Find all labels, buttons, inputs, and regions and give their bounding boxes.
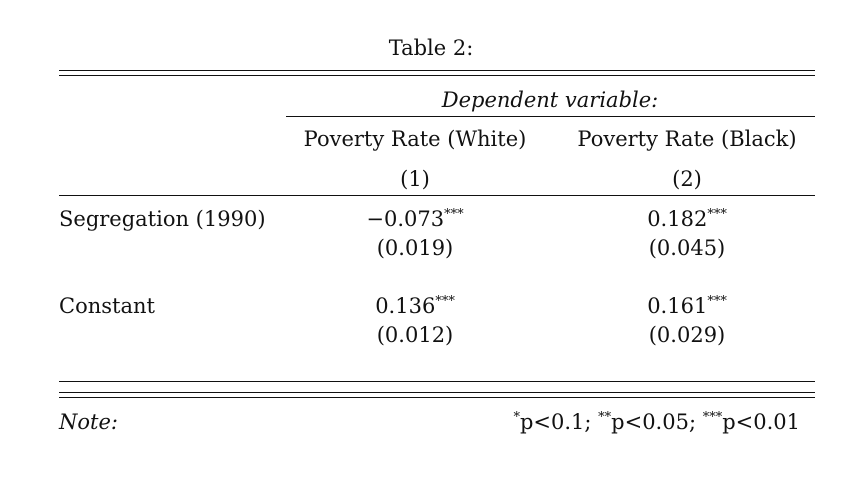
significance-stars: *** bbox=[707, 294, 727, 309]
column-title-1: Poverty Rate (White) bbox=[303, 127, 527, 151]
dependent-variable-label: Dependent variable: bbox=[441, 88, 659, 112]
note-label: Note: bbox=[59, 410, 118, 434]
header-cmidrule bbox=[286, 116, 815, 117]
column-number-1: (1) bbox=[400, 167, 430, 191]
se-segregation-col1: (0.019) bbox=[376, 236, 454, 260]
top-rule bbox=[59, 70, 815, 71]
coef-segregation-col2: 0.182*** bbox=[647, 207, 727, 231]
coef-constant-col1: 0.136*** bbox=[375, 294, 455, 318]
coef-constant-col2: 0.161*** bbox=[647, 294, 727, 318]
significance-stars: *** bbox=[444, 207, 464, 222]
significance-note: *p<0.1; **p<0.05; ***p<0.01 bbox=[513, 410, 800, 434]
coef-segregation-col1: −0.073*** bbox=[366, 207, 464, 231]
column-number-2: (2) bbox=[672, 167, 702, 191]
se-segregation-col2: (0.045) bbox=[648, 236, 726, 260]
significance-stars: *** bbox=[435, 294, 455, 309]
row-label-constant: Constant bbox=[59, 294, 155, 318]
se-constant-col1: (0.012) bbox=[376, 323, 454, 347]
row-label-segregation: Segregation (1990) bbox=[59, 207, 266, 231]
top-rule-second bbox=[59, 75, 815, 76]
table-caption: Table 2: bbox=[388, 36, 474, 60]
bottom-rule-third bbox=[59, 397, 815, 398]
bottom-rule-second bbox=[59, 392, 815, 393]
column-title-2: Poverty Rate (Black) bbox=[577, 127, 797, 151]
header-bottom-rule bbox=[59, 195, 815, 196]
significance-stars: *** bbox=[707, 207, 727, 222]
se-constant-col2: (0.029) bbox=[648, 323, 726, 347]
bottom-rule bbox=[59, 381, 815, 382]
